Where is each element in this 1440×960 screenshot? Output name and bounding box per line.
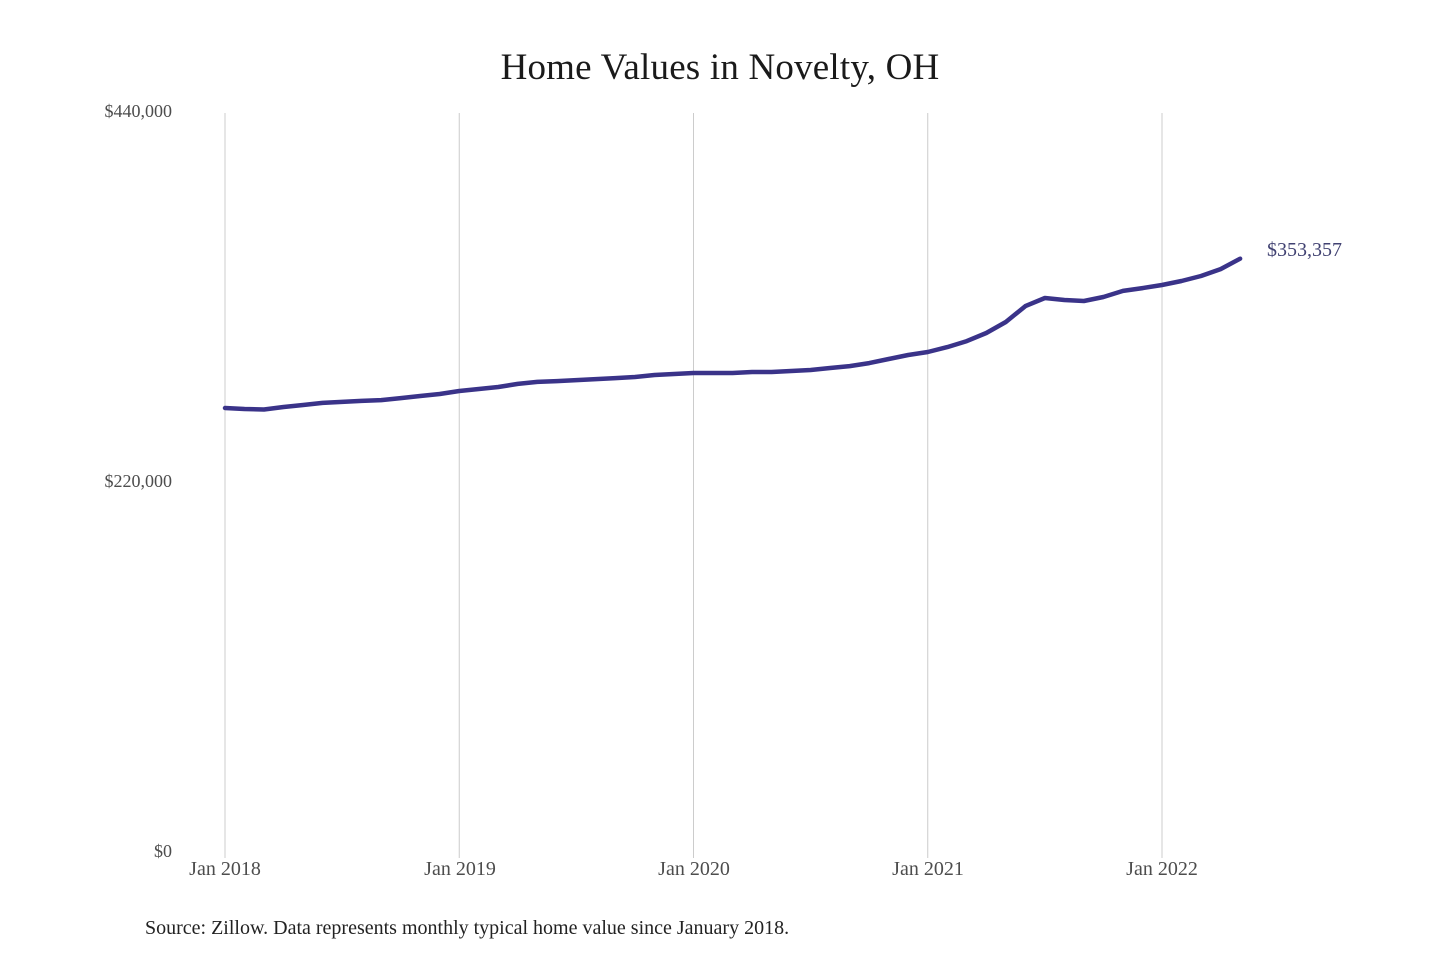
source-note: Source: Zillow. Data represents monthly … xyxy=(145,917,790,939)
vertical-gridlines xyxy=(224,113,1163,858)
y-axis-tick-label: $220,000 xyxy=(104,471,173,491)
x-axis-tick-label: Jan 2018 xyxy=(189,858,261,880)
x-axis-tick-label: Jan 2020 xyxy=(658,858,730,880)
x-axis-tick-label: Jan 2022 xyxy=(1126,858,1198,880)
y-axis-tick-label: $440,000 xyxy=(104,101,173,121)
chart-title: Home Values in Novelty, OH xyxy=(500,47,940,88)
x-axis-tick-label: Jan 2019 xyxy=(424,858,496,880)
home-value-line-series xyxy=(222,256,1243,412)
x-axis-tick-label: Jan 2021 xyxy=(892,858,964,880)
y-axis-tick-label: $0 xyxy=(154,841,172,861)
end-value-label: $353,357 xyxy=(1267,239,1342,261)
